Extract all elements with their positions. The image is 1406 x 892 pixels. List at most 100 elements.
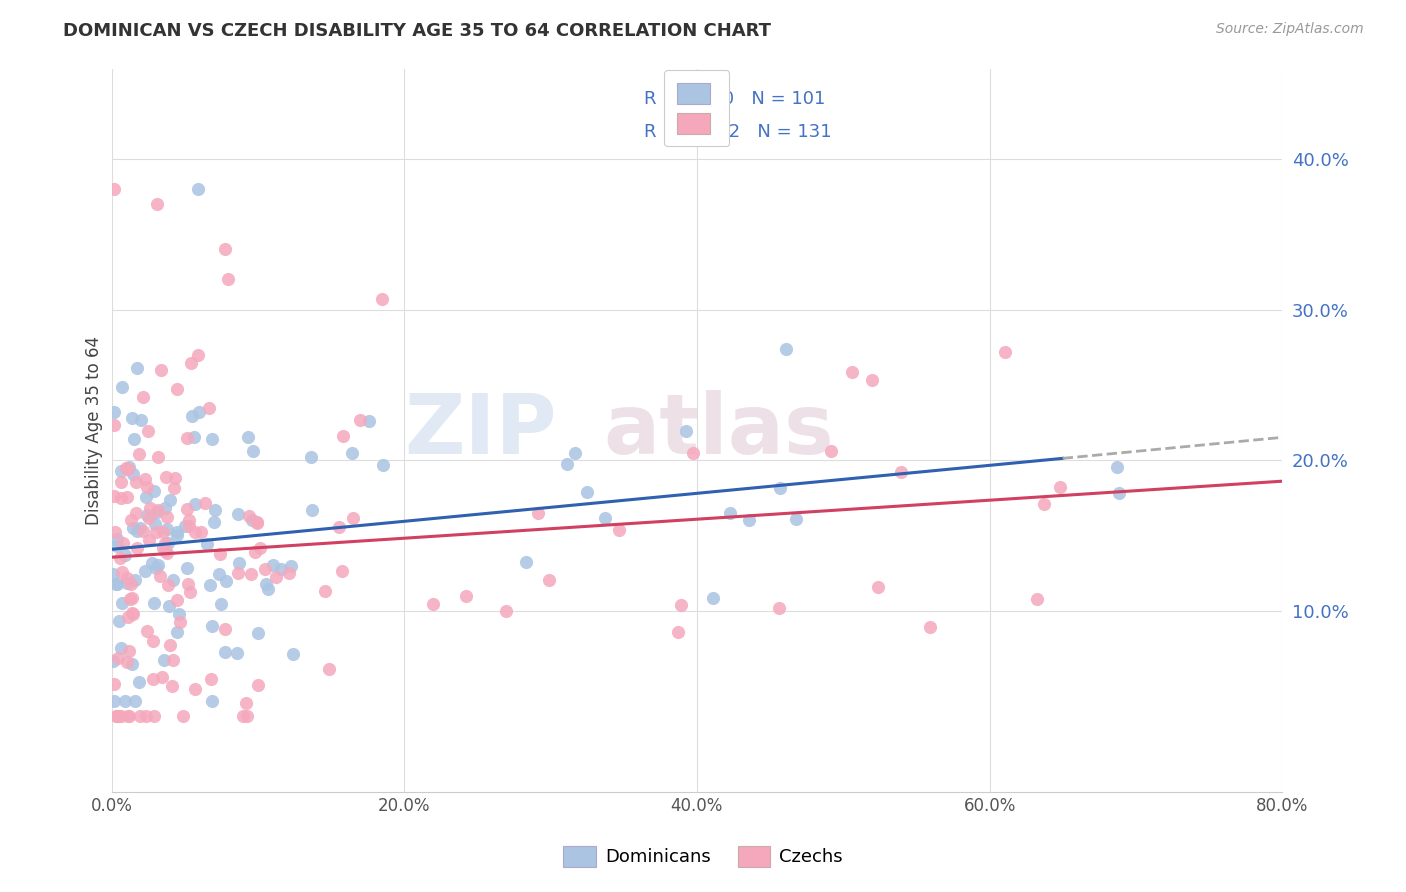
Point: [176, 431, 198, 445]
Point: [153, 535, 176, 549]
Point: [675, 424, 697, 438]
Point: [456, 589, 478, 603]
Text: atlas: atlas: [603, 390, 834, 471]
Point: [538, 573, 561, 587]
Point: [422, 597, 444, 611]
Point: [117, 709, 139, 723]
Point: [183, 430, 205, 444]
Point: [669, 598, 692, 612]
Point: [201, 694, 224, 708]
Point: [318, 661, 340, 675]
Point: [125, 506, 148, 520]
Point: [124, 574, 146, 588]
Point: [121, 410, 143, 425]
Point: [118, 709, 141, 723]
Point: [172, 709, 194, 723]
Point: [217, 272, 239, 286]
Point: [162, 573, 184, 587]
Point: [120, 576, 142, 591]
Point: [110, 491, 132, 505]
Legend: , : ,: [665, 70, 730, 146]
Point: [785, 512, 807, 526]
Point: [129, 709, 152, 723]
Point: [107, 709, 129, 723]
Point: [155, 509, 177, 524]
Point: [105, 533, 128, 547]
Point: [775, 342, 797, 356]
Point: [246, 678, 269, 692]
Point: [111, 380, 134, 394]
Point: [152, 525, 174, 540]
Point: [162, 653, 184, 667]
Point: [122, 607, 145, 622]
Point: [228, 556, 250, 570]
Point: [103, 418, 125, 433]
Point: [201, 619, 224, 633]
Point: [208, 547, 231, 561]
Point: [184, 497, 207, 511]
Point: [163, 471, 186, 485]
Point: [111, 565, 134, 579]
Point: [166, 527, 188, 541]
Point: [163, 482, 186, 496]
Point: [103, 405, 125, 419]
Point: [121, 657, 143, 672]
Point: [128, 674, 150, 689]
Text: ZIP: ZIP: [404, 390, 557, 471]
Point: [820, 443, 842, 458]
Point: [301, 503, 323, 517]
Point: [101, 654, 124, 668]
Point: [328, 520, 350, 534]
Point: [143, 516, 166, 531]
Point: [371, 458, 394, 472]
Point: [146, 558, 169, 573]
Point: [136, 624, 159, 638]
Point: [495, 604, 517, 618]
Point: [156, 578, 179, 592]
Text: R =  0.212   N = 131: R = 0.212 N = 131: [644, 123, 832, 141]
Point: [153, 653, 176, 667]
Point: [207, 566, 229, 581]
Point: [177, 576, 200, 591]
Point: [607, 524, 630, 538]
Point: [115, 655, 138, 669]
Point: [169, 615, 191, 629]
Y-axis label: Disability Age 35 to 64: Disability Age 35 to 64: [86, 335, 103, 524]
Point: [103, 694, 125, 708]
Point: [254, 577, 277, 591]
Point: [1049, 480, 1071, 494]
Point: [132, 524, 155, 538]
Point: [702, 591, 724, 605]
Point: [235, 709, 257, 723]
Point: [262, 558, 284, 572]
Point: [278, 566, 301, 581]
Point: [146, 505, 169, 519]
Point: [249, 541, 271, 555]
Point: [166, 382, 188, 396]
Point: [114, 694, 136, 708]
Point: [215, 574, 238, 588]
Point: [187, 182, 209, 196]
Point: [111, 536, 134, 550]
Point: [890, 466, 912, 480]
Point: [117, 609, 139, 624]
Point: [139, 500, 162, 515]
Point: [176, 561, 198, 575]
Point: [240, 566, 263, 581]
Point: [593, 511, 616, 525]
Point: [1107, 460, 1129, 475]
Point: [184, 681, 207, 696]
Point: [264, 570, 287, 584]
Point: [841, 365, 863, 379]
Point: [142, 709, 165, 723]
Point: [153, 501, 176, 516]
Point: [214, 623, 236, 637]
Point: [129, 412, 152, 426]
Point: [209, 598, 232, 612]
Point: [555, 457, 578, 471]
Point: [124, 694, 146, 708]
Point: [107, 615, 129, 629]
Point: [155, 544, 177, 558]
Point: [159, 638, 181, 652]
Point: [127, 541, 149, 556]
